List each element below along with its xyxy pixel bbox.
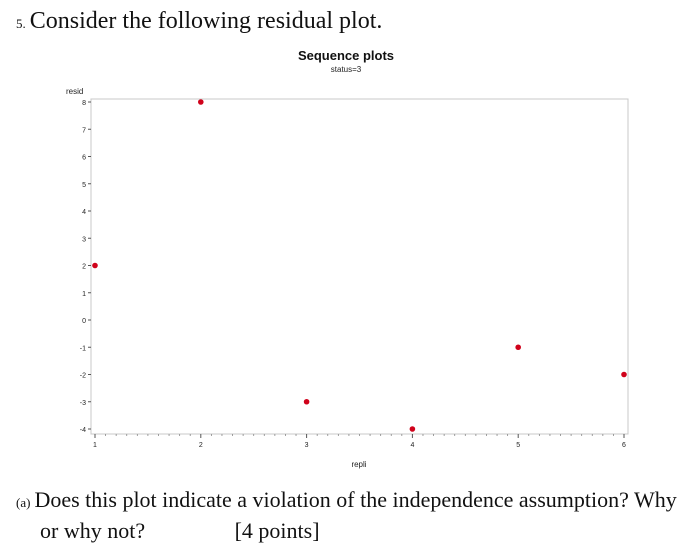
y-tick-label: -4 — [80, 427, 86, 434]
x-tick-label: 6 — [622, 442, 626, 449]
y-tick-label: 7 — [82, 127, 86, 134]
y-tick-label: 4 — [82, 209, 86, 216]
chart-title: Sequence plots — [298, 48, 394, 63]
x-tick-label: 2 — [199, 442, 203, 449]
part-a-label: (a) — [16, 495, 31, 510]
data-point — [92, 262, 98, 269]
part-a-line2: or why not? — [40, 518, 146, 543]
plot-frame — [90, 98, 629, 435]
y-tick-label: -1 — [80, 345, 86, 352]
question-header: 5. Consider the following residual plot. — [16, 8, 382, 35]
data-point — [303, 398, 310, 405]
chart-subtitle: status=3 — [331, 65, 362, 74]
x-tick-label: 3 — [305, 442, 309, 449]
data-point — [621, 371, 627, 378]
x-tick-label: 5 — [516, 442, 520, 449]
y-tick-label: 3 — [82, 236, 86, 243]
data-point — [198, 99, 204, 105]
x-tick-label: 4 — [410, 442, 414, 449]
y-tick-label: -3 — [80, 400, 86, 407]
y-tick-label: 6 — [82, 155, 86, 162]
data-point — [515, 344, 521, 351]
y-tick-label: -2 — [80, 373, 86, 380]
x-tick-label: 1 — [93, 442, 97, 449]
part-a-question: (a) Does this plot indicate a violation … — [16, 486, 677, 545]
y-tick-label: 2 — [82, 264, 86, 271]
part-a-points: [4 points] — [234, 518, 320, 543]
y-tick-label: 1 — [82, 291, 86, 298]
part-a-line1: Does this plot indicate a violation of t… — [34, 487, 677, 512]
y-axis-label: resid — [66, 87, 83, 96]
y-tick-label: 8 — [82, 100, 86, 107]
data-point — [409, 426, 416, 432]
y-tick-label: 0 — [82, 318, 86, 325]
y-tick-label: 5 — [82, 182, 86, 189]
x-axis-label: repli — [351, 460, 366, 469]
question-number: 5. — [16, 16, 26, 31]
question-text: Consider the following residual plot. — [29, 8, 383, 34]
